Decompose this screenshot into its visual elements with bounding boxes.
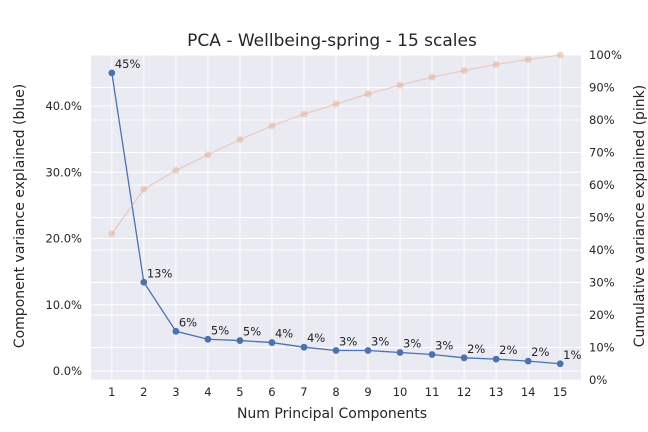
component-variance-point	[364, 347, 372, 354]
y2-tick-labels: 0% 10% 20% 30% 40% 50% 60% 70% 80% 90% 100%	[589, 48, 622, 387]
component-variance-point	[108, 69, 116, 77]
chart-title: PCA - Wellbeing-spring - 15 scales	[187, 31, 477, 51]
cumulative-variance-point	[300, 110, 308, 118]
component-variance-point	[268, 339, 276, 346]
data-label: 1%	[563, 348, 581, 362]
y-tick-label: 10.0%	[45, 298, 82, 312]
data-label: 6%	[179, 315, 197, 329]
component-variance-point	[300, 343, 308, 351]
cumulative-variance-point	[236, 136, 244, 143]
y2-tick-label: 80%	[589, 113, 615, 127]
data-label: 4%	[307, 331, 325, 345]
x-axis-label: Num Principal Components	[237, 406, 427, 422]
x-tick-label: 1	[108, 385, 115, 399]
x-tick-label: 14	[521, 385, 536, 399]
cumulative-variance-point	[204, 151, 212, 159]
x-tick-label: 4	[204, 385, 211, 399]
y-tick-labels: 0.0% 10.0% 20.0% 30.0% 40.0%	[45, 99, 82, 378]
data-label: 45%	[115, 57, 141, 71]
component-variance-point	[172, 327, 180, 335]
cumulative-variance-point	[332, 100, 340, 108]
data-label: 3%	[371, 335, 389, 349]
x-tick-label: 15	[553, 385, 568, 399]
component-variance-point	[524, 357, 532, 365]
x-tick-label: 7	[300, 385, 307, 399]
cumulative-variance-point	[396, 81, 404, 89]
y-axis-label: Component variance explained (blue)	[12, 84, 28, 348]
data-label: 13%	[147, 266, 173, 280]
y2-tick-label: 90%	[589, 81, 615, 95]
y2-tick-label: 60%	[589, 178, 615, 192]
cumulative-variance-point	[268, 122, 276, 130]
y2-tick-label: 70%	[589, 146, 615, 160]
x-tick-label: 6	[268, 385, 275, 399]
cumulative-variance-point	[460, 67, 468, 74]
data-label: 5%	[211, 323, 229, 337]
cumulative-variance-point	[140, 185, 148, 193]
data-label: 3%	[435, 338, 453, 352]
x-tick-labels: 1 2 3 4 5 6 7 8 9 10 11 12 13 14 15	[108, 385, 567, 399]
data-label: 2%	[531, 345, 549, 359]
x-tick-label: 10	[393, 385, 408, 399]
component-variance-point	[460, 354, 468, 362]
data-label: 3%	[403, 337, 421, 351]
x-tick-label: 11	[425, 385, 440, 399]
data-label: 3%	[339, 335, 357, 349]
data-label: 2%	[467, 342, 485, 356]
cumulative-variance-point	[172, 166, 180, 174]
component-variance-point	[140, 278, 148, 286]
series-layer	[108, 51, 564, 368]
y-tick-label: 20.0%	[45, 232, 82, 246]
data-label: 4%	[275, 327, 293, 341]
y2-tick-label: 10%	[589, 341, 615, 355]
cumulative-variance-point	[108, 230, 116, 238]
y2-tick-label: 0%	[589, 373, 607, 387]
y2-axis-label: Cumulative variance explained (pink)	[632, 85, 648, 347]
y2-tick-label: 20%	[589, 308, 615, 322]
x-tick-label: 3	[172, 385, 179, 399]
component-variance-point	[492, 355, 500, 363]
component-variance-point	[396, 349, 404, 356]
component-variance-point	[204, 335, 212, 343]
x-tick-label: 2	[140, 385, 147, 399]
y2-tick-label: 40%	[589, 243, 615, 257]
y2-tick-label: 30%	[589, 276, 615, 290]
data-label: 2%	[499, 343, 517, 357]
cumulative-variance-point	[428, 73, 436, 81]
y2-tick-label: 50%	[589, 211, 615, 225]
cumulative-variance-point	[524, 56, 532, 63]
cumulative-variance-point	[556, 51, 564, 59]
y2-tick-label: 100%	[589, 48, 622, 62]
y-tick-label: 0.0%	[53, 364, 82, 378]
component-variance-point	[332, 347, 340, 354]
data-label: 5%	[243, 325, 261, 339]
component-variance-point	[428, 351, 436, 358]
cumulative-variance-point	[364, 90, 372, 98]
data-labels: 45% 13% 6% 5% 5% 4% 4% 3% 3% 3% 3% 2% 2% 2% 1%	[115, 57, 582, 362]
component-variance-point	[556, 360, 564, 368]
x-tick-label: 9	[364, 385, 371, 399]
x-tick-label: 12	[457, 385, 472, 399]
x-tick-label: 5	[236, 385, 243, 399]
y-tick-label: 40.0%	[45, 99, 82, 113]
cumulative-variance-point	[492, 61, 500, 68]
component-variance-point	[236, 337, 244, 344]
x-tick-label: 13	[489, 385, 504, 399]
x-tick-label: 8	[332, 385, 339, 399]
y-tick-label: 30.0%	[45, 165, 82, 179]
